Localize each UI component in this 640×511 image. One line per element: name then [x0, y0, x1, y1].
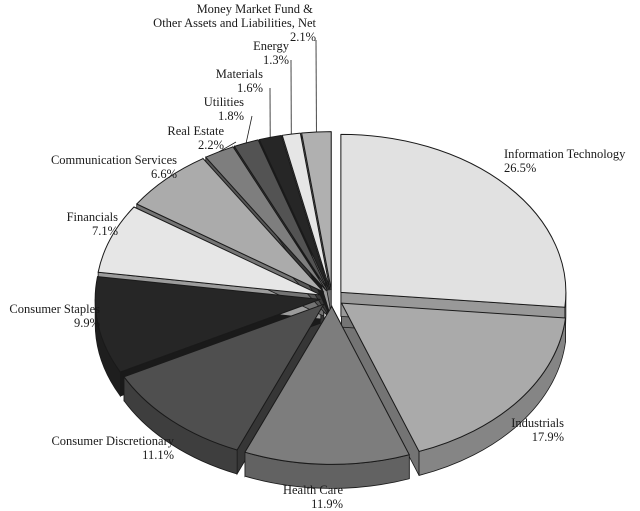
value-real-estate: 2.2%: [198, 138, 224, 152]
slice-health-care: [244, 305, 410, 465]
label-information-technology: Information Technology: [504, 147, 626, 161]
leader-line-layer: [218, 39, 317, 153]
leader-line-real-estate: [218, 141, 237, 153]
value-utilities: 1.8%: [218, 109, 244, 123]
label-health-care: Health Care: [283, 483, 343, 497]
value-health-care: 11.9%: [311, 497, 343, 511]
value-materials: 1.6%: [237, 81, 263, 95]
slice-utilities: [233, 139, 329, 291]
label-layer: Information Technology 26.5% Industrials…: [9, 2, 626, 511]
label-industrials: Industrials: [511, 416, 564, 430]
label-money-market-fund-line-1: Money Market Fund &: [197, 2, 314, 16]
slice-top-layer: [94, 131, 567, 465]
label-financials: Financials: [67, 210, 119, 224]
leader-line-utilities: [245, 115, 253, 143]
label-money-market-fund: Money Market Fund & Other Assets and Lia…: [153, 2, 316, 30]
value-money-market-fund: 2.1%: [290, 30, 316, 44]
label-money-market-fund-line-2: Other Assets and Liabilities, Net: [153, 16, 316, 30]
value-consumer-discretionary: 11.1%: [142, 448, 174, 462]
label-real-estate: Real Estate: [167, 124, 224, 138]
value-information-technology: 26.5%: [504, 161, 536, 175]
slice-financials: [97, 206, 322, 296]
value-industrials: 17.9%: [532, 430, 564, 444]
slice-consumer-staples: [94, 276, 321, 373]
label-energy: Energy: [253, 39, 290, 53]
label-utilities: Utilities: [204, 95, 244, 109]
value-financials: 7.1%: [92, 224, 118, 238]
slice-consumer-discretionary: [123, 303, 325, 451]
value-consumer-staples: 9.9%: [74, 316, 100, 330]
label-communication-services: Communication Services: [51, 153, 177, 167]
label-consumer-staples: Consumer Staples: [9, 302, 100, 316]
value-energy: 1.3%: [263, 53, 289, 67]
slice-information-technology: [340, 133, 567, 308]
label-materials: Materials: [216, 67, 263, 81]
value-communication-services: 6.6%: [151, 167, 177, 181]
slice-communication-services: [136, 158, 325, 293]
label-consumer-discretionary: Consumer Discretionary: [51, 434, 174, 448]
slice-industrials: [341, 302, 567, 452]
slice-money-market-fund-other-assets-and-liabilities-net: [301, 131, 332, 291]
